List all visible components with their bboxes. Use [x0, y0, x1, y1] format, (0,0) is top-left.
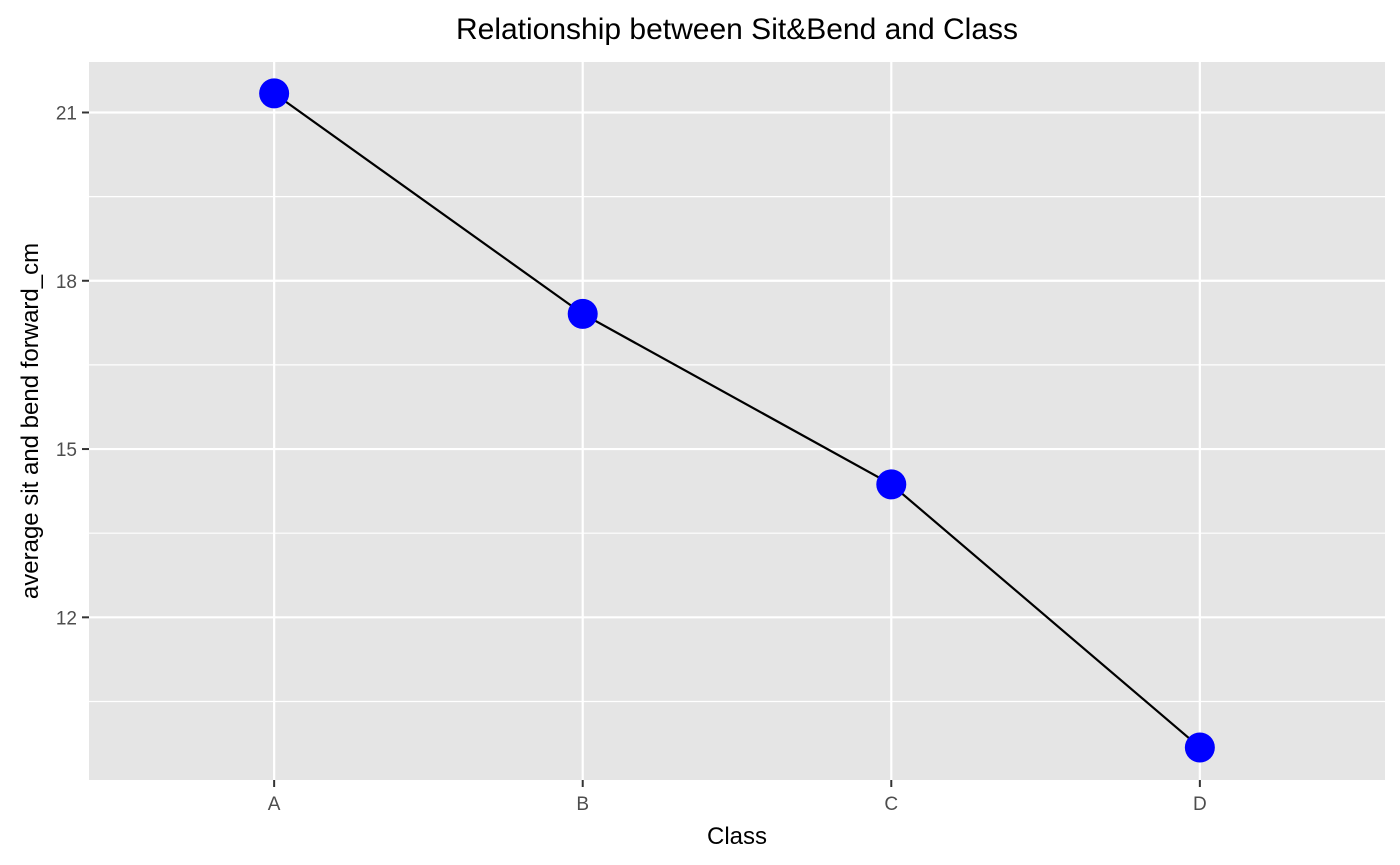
series [259, 78, 1215, 763]
panel-background [89, 62, 1385, 780]
y-axis: 12 15 18 21 [56, 103, 89, 629]
y-tick-label: 21 [56, 103, 77, 124]
x-axis: A B C D [268, 780, 1207, 815]
x-tick-label: B [576, 794, 589, 815]
series-line [273, 92, 1201, 749]
data-point [876, 469, 907, 500]
y-tick-label: 18 [56, 272, 77, 293]
chart-title: Relationship between Sit&Bend and Class [456, 13, 1018, 46]
minor-gridlines [89, 196, 1385, 703]
data-point [259, 78, 290, 109]
x-axis-title: Class [707, 823, 767, 850]
data-point [1184, 732, 1215, 763]
y-axis-title: average sit and bend forward_cm [17, 243, 44, 599]
major-gridlines [89, 62, 1385, 780]
x-tick-label: A [268, 794, 281, 815]
y-tick-label: 12 [56, 608, 77, 629]
x-tick-label: D [1193, 794, 1207, 815]
data-point [567, 298, 598, 329]
x-tick-label: C [884, 794, 898, 815]
y-tick-label: 15 [56, 440, 77, 461]
